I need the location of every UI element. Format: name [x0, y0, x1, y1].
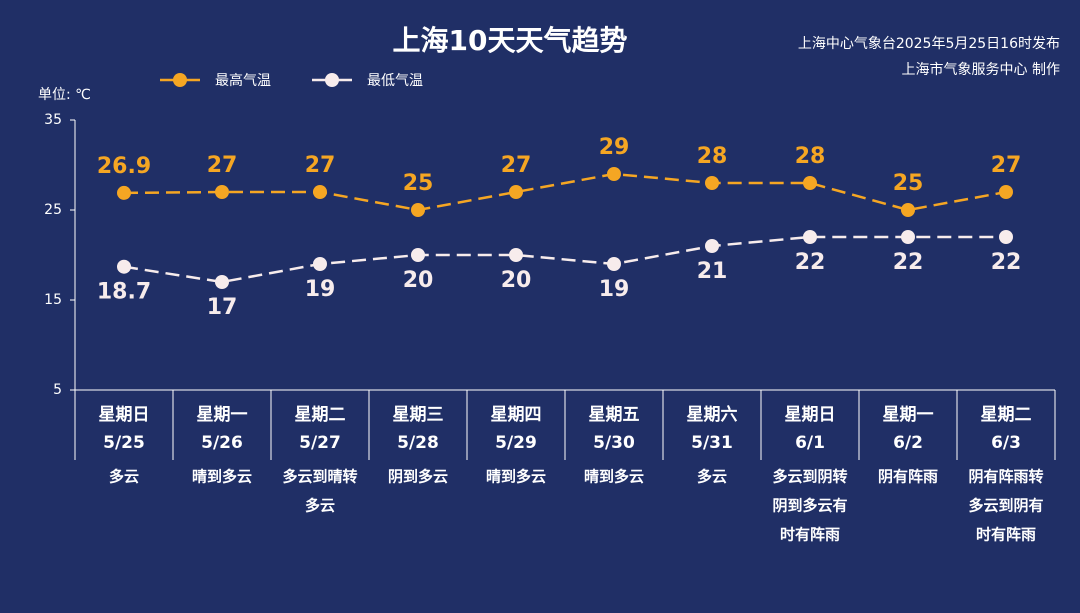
- x-tick-label: 6/1: [795, 433, 825, 453]
- data-point: [411, 248, 425, 262]
- data-label: 22: [991, 250, 1022, 275]
- weather-label: 晴到多云: [192, 468, 252, 486]
- data-label: 19: [599, 277, 630, 302]
- weekday-label: 星期一: [883, 405, 934, 425]
- weekday-label: 星期六: [687, 404, 738, 425]
- data-point: [705, 176, 719, 190]
- data-label: 27: [501, 153, 532, 178]
- weather-label: 阴有阵雨: [878, 468, 938, 486]
- data-point: [803, 176, 817, 190]
- weather-label: 多云到阴有: [968, 497, 1043, 515]
- x-tick-label: 5/31: [691, 433, 733, 453]
- weather-label: 阴到多云有: [772, 497, 847, 515]
- data-point: [901, 203, 915, 217]
- x-tick-label: 5/27: [299, 433, 341, 453]
- data-label: 27: [305, 153, 336, 178]
- y-tick-label: 35: [44, 112, 62, 128]
- x-tick-label: 5/28: [397, 433, 439, 453]
- weekday-label: 星期二: [981, 405, 1032, 425]
- data-point: [117, 185, 131, 200]
- weather-label: 时有阵雨: [780, 526, 840, 544]
- weekday-label: 星期五: [589, 405, 640, 425]
- weather-label: 多云到阴转: [772, 468, 847, 486]
- weather-label: 阴到多云: [388, 468, 448, 486]
- data-label: 17: [207, 295, 238, 320]
- data-point: [705, 239, 719, 253]
- weekday-label: 星期二: [295, 405, 346, 425]
- data-point: [607, 167, 621, 181]
- y-tick-label: 25: [44, 202, 62, 218]
- credit-note: 上海市气象服务中心 制作: [902, 61, 1060, 78]
- data-label: 25: [893, 171, 924, 196]
- data-point: [999, 185, 1013, 199]
- legend-marker: [173, 73, 187, 87]
- legend-label: 最低气温: [367, 73, 423, 89]
- data-label: 29: [599, 135, 630, 160]
- x-tick-label: 6/2: [893, 433, 923, 453]
- weather-label: 多云到晴转: [282, 468, 357, 486]
- legend-label: 最高气温: [215, 72, 271, 89]
- weather-label: 时有阵雨: [976, 526, 1036, 544]
- y-tick-label: 5: [53, 382, 62, 398]
- data-point: [509, 248, 523, 262]
- data-point: [117, 259, 131, 274]
- data-label: 26.9: [97, 154, 151, 179]
- x-tick-label: 5/29: [495, 433, 537, 453]
- weather-label: 多云: [697, 468, 727, 486]
- data-point: [313, 257, 327, 271]
- series-line: [123, 235, 1006, 284]
- chart-title: 上海10天天气趋势: [393, 24, 628, 57]
- legend-marker: [325, 73, 339, 87]
- source-note: 上海中心气象台2025年5月25日16时发布: [798, 36, 1060, 52]
- weather-label: 晴到多云: [486, 468, 546, 486]
- weekday-label: 星期四: [491, 405, 542, 425]
- data-point: [901, 230, 915, 244]
- data-label: 20: [501, 268, 532, 293]
- data-point: [411, 203, 425, 217]
- data-point: [999, 230, 1013, 244]
- data-point: [803, 230, 817, 244]
- data-point: [215, 185, 229, 199]
- data-label: 28: [795, 144, 826, 169]
- data-point: [607, 257, 621, 271]
- y-axis-label: 单位: ℃: [38, 87, 91, 103]
- data-point: [215, 275, 229, 289]
- data-label: 22: [795, 250, 826, 275]
- data-point: [509, 185, 523, 199]
- data-label: 27: [207, 153, 238, 178]
- weekday-label: 星期日: [785, 405, 836, 425]
- weekday-label: 星期一: [197, 405, 248, 425]
- weekday-label: 星期日: [99, 405, 150, 425]
- weather-label: 阴有阵雨转: [968, 468, 1043, 486]
- data-label: 28: [697, 144, 728, 169]
- weather-label: 多云: [305, 497, 335, 515]
- data-label: 19: [305, 277, 336, 302]
- data-label: 25: [403, 171, 434, 196]
- x-tick-label: 5/30: [593, 433, 635, 453]
- weekday-label: 星期三: [393, 405, 444, 425]
- x-tick-label: 6/3: [991, 433, 1021, 453]
- weather-label: 晴到多云: [584, 468, 644, 486]
- data-point: [313, 185, 327, 199]
- y-tick-label: 15: [44, 292, 62, 308]
- data-label: 22: [893, 250, 924, 275]
- x-tick-label: 5/26: [201, 433, 243, 453]
- data-label: 20: [403, 268, 434, 293]
- data-label: 21: [697, 259, 728, 284]
- weather-label: 多云: [109, 468, 139, 486]
- data-label: 18.7: [97, 280, 151, 305]
- x-tick-label: 5/25: [103, 433, 145, 453]
- series-line: [123, 172, 1007, 212]
- data-label: 27: [991, 153, 1022, 178]
